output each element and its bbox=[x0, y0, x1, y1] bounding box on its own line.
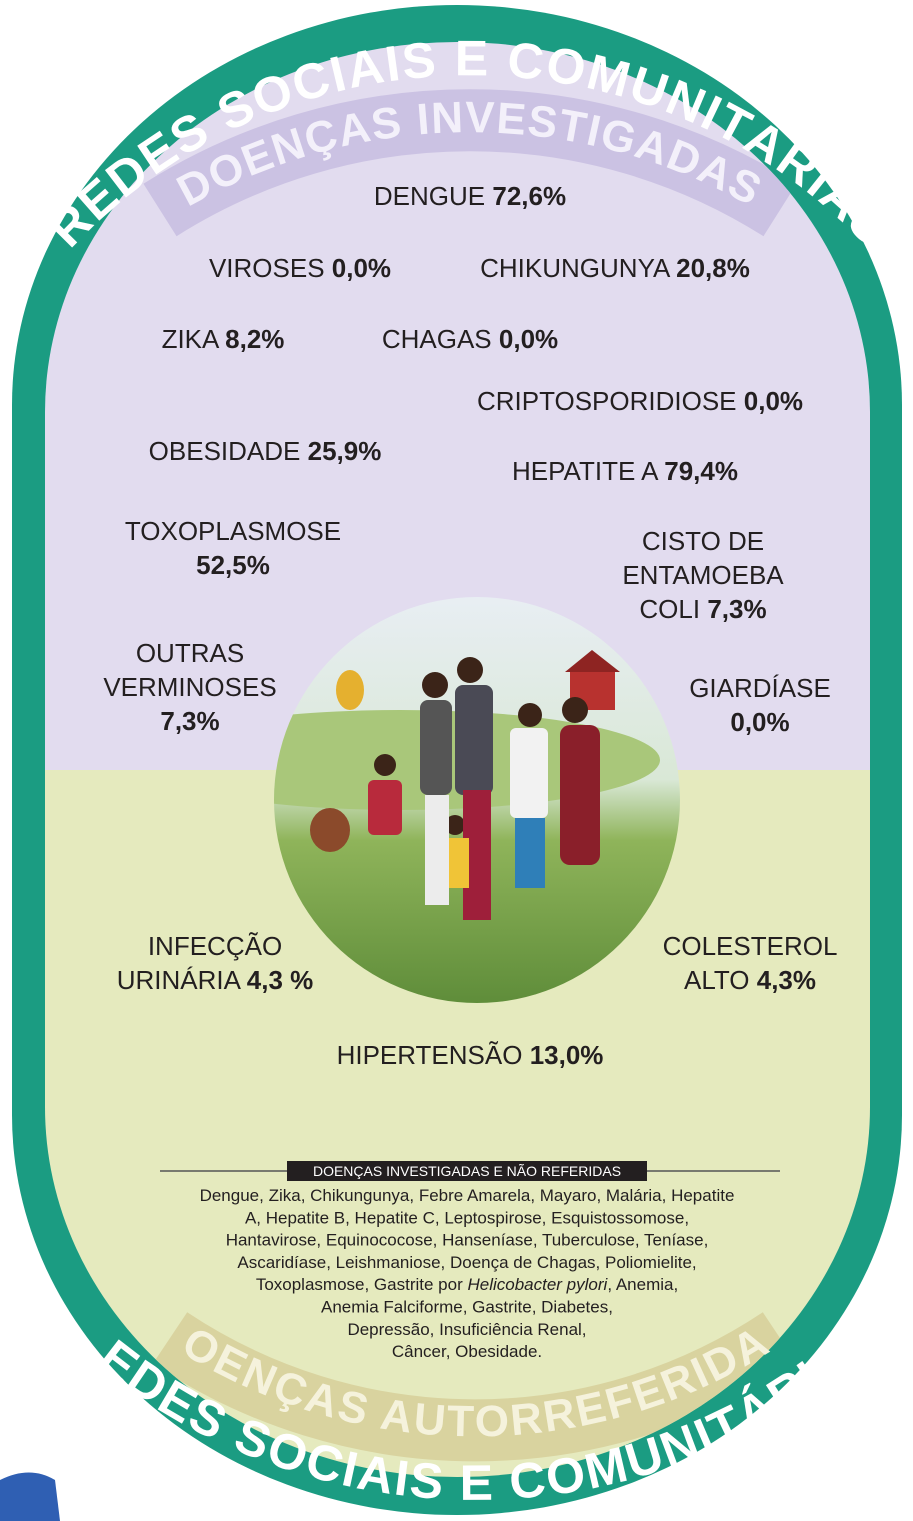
item-name: CHAGAS bbox=[382, 324, 492, 354]
item-name: INFECÇÃO bbox=[148, 931, 282, 961]
item-value: 0,0% bbox=[730, 707, 789, 737]
blue-shape bbox=[0, 1472, 60, 1521]
item-name: VIROSES bbox=[209, 253, 325, 283]
note-line: Hantavirose, Equinococose, Hanseníase, T… bbox=[226, 1231, 709, 1250]
item-name: URINÁRIA bbox=[117, 965, 242, 995]
item-name: OUTRAS bbox=[136, 638, 244, 668]
item-name: CHIKUNGUNYA bbox=[480, 253, 671, 283]
item-name: VERMINOSES bbox=[103, 672, 276, 702]
item: CRIPTOSPORIDIOSE 0,0% bbox=[477, 386, 803, 416]
item-name: CISTO DE bbox=[642, 526, 764, 556]
item: DENGUE 72,6% bbox=[374, 181, 566, 211]
item: CHIKUNGUNYA 20,8% bbox=[480, 253, 750, 283]
item-space bbox=[669, 253, 676, 283]
item-name: OBESIDADE bbox=[149, 436, 301, 466]
items: DENGUE 72,6% VIROSES 0,0% CHIKUNGUNYA 20,8… bbox=[103, 181, 837, 1070]
item-space bbox=[325, 253, 332, 283]
item-name: CRIPTOSPORIDIOSE bbox=[477, 386, 737, 416]
item-space bbox=[485, 181, 492, 211]
item: HIPERTENSÃO 13,0% bbox=[337, 1040, 604, 1070]
item: COLESTEROL ALTO 4,3% bbox=[663, 931, 838, 995]
item: TOXOPLASMOSE 52,5% bbox=[125, 516, 341, 580]
note-lines: Dengue, Zika, Chikungunya, Febre Amarela… bbox=[200, 1186, 735, 1361]
item: CHAGAS 0,0% bbox=[382, 324, 558, 354]
item: INFECÇÃO URINÁRIA 4,3 % bbox=[117, 931, 314, 995]
note-italic: Helicobacter pylori bbox=[467, 1275, 608, 1294]
note-line: Ascaridíase, Leishmaniose, Doença de Cha… bbox=[237, 1253, 696, 1272]
item: VIROSES 0,0% bbox=[209, 253, 391, 283]
item: HEPATITE A 79,4% bbox=[512, 456, 738, 486]
illustration bbox=[274, 597, 680, 1003]
item-name: HEPATITE A bbox=[512, 456, 659, 486]
item-space bbox=[492, 324, 499, 354]
item-value: 52,5% bbox=[196, 550, 270, 580]
item-space bbox=[737, 386, 744, 416]
item-value: 4,3 % bbox=[247, 965, 314, 995]
item-space bbox=[657, 456, 664, 486]
note-title: DOENÇAS INVESTIGADAS E NÃO REFERIDAS bbox=[313, 1163, 621, 1179]
item-value: 13,0% bbox=[530, 1040, 604, 1070]
item: GIARDÍASE 0,0% bbox=[689, 673, 831, 737]
note-text: Toxoplasmose, Gastrite por bbox=[256, 1275, 468, 1294]
item-value: 7,3% bbox=[707, 594, 766, 624]
item-value: 0,0% bbox=[332, 253, 391, 283]
item: CISTO DE ENTAMOEBA COLI 7,3% bbox=[622, 526, 784, 624]
item-value: 7,3% bbox=[160, 706, 219, 736]
item: ZIKA 8,2% bbox=[162, 324, 285, 354]
item-value: 72,6% bbox=[492, 181, 566, 211]
item-name: TOXOPLASMOSE bbox=[125, 516, 341, 546]
item-name: ZIKA bbox=[162, 324, 220, 354]
item-name: ENTAMOEBA bbox=[622, 560, 784, 590]
item-name: HIPERTENSÃO bbox=[337, 1040, 523, 1070]
item-name: COLI bbox=[639, 594, 700, 624]
item-value: 8,2% bbox=[225, 324, 284, 354]
item-value: 25,9% bbox=[308, 436, 382, 466]
item-space bbox=[700, 594, 707, 624]
item-space bbox=[218, 324, 225, 354]
item-value: 20,8% bbox=[676, 253, 750, 283]
note-title-box bbox=[287, 1161, 647, 1181]
note-text: , Anemia, bbox=[607, 1275, 678, 1294]
item-name: COLESTEROL bbox=[663, 931, 838, 961]
item: OUTRAS VERMINOSES 7,3% bbox=[103, 638, 276, 736]
item-value: 79,4% bbox=[664, 456, 738, 486]
note-line: Toxoplasmose, Gastrite por Helicobacter … bbox=[256, 1275, 678, 1294]
item-name: GIARDÍASE bbox=[689, 673, 831, 703]
item-space bbox=[240, 965, 247, 995]
note-line: Câncer, Obesidade. bbox=[392, 1342, 542, 1361]
item-space bbox=[300, 436, 307, 466]
note-line: A, Hepatite B, Hepatite C, Leptospirose,… bbox=[245, 1208, 689, 1227]
item-space bbox=[522, 1040, 529, 1070]
item: OBESIDADE 25,9% bbox=[149, 436, 382, 466]
note-line: Anemia Falciforme, Gastrite, Diabetes, bbox=[321, 1298, 613, 1317]
item-value: 0,0% bbox=[499, 324, 558, 354]
item-name: ALTO bbox=[684, 965, 750, 995]
item-name: DENGUE bbox=[374, 181, 485, 211]
item-space bbox=[750, 965, 757, 995]
item-value: 0,0% bbox=[744, 386, 803, 416]
item-value: 4,3% bbox=[757, 965, 816, 995]
note-line: Depressão, Insuficiência Renal, bbox=[347, 1320, 586, 1339]
note-line: Dengue, Zika, Chikungunya, Febre Amarela… bbox=[200, 1186, 735, 1205]
